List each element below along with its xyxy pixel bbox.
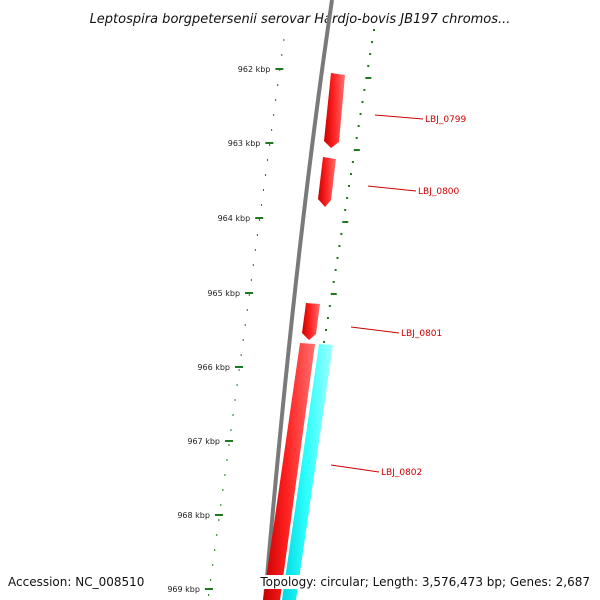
gene-label[interactable]: LBJ_0799: [425, 115, 467, 125]
rrna-block[interactable]: [282, 344, 333, 600]
gene-label[interactable]: LBJ_0802: [381, 468, 422, 478]
gene-leader-line: [374, 114, 424, 120]
left-tick-ring: [204, 39, 285, 596]
gene-arrow-lbj-0801[interactable]: [302, 303, 320, 340]
tick-label-layer: 962 kbp 963 kbp 964 kbp 965 kbp 966 kbp 967 k…: [167, 65, 270, 594]
feature-track: [263, 73, 345, 600]
map-title: Leptospira borgpetersenii serovar Hardjo…: [90, 12, 511, 27]
tick-label: 963 kbp: [228, 139, 261, 148]
tick-label: 964 kbp: [218, 214, 251, 223]
tick-label: 968 kbp: [177, 511, 210, 520]
tick-label: 962 kbp: [238, 65, 271, 74]
accession-text: Accession: NC_008510: [8, 575, 145, 589]
gene-leader-line: [330, 464, 380, 473]
gene-arrow-lbj-0800[interactable]: [318, 157, 336, 207]
gene-label-layer: LBJ_0799 LBJ_0800 LBJ_0801 LBJ_0802: [330, 114, 467, 478]
tick-label: 967 kbp: [187, 437, 220, 446]
gene-label[interactable]: LBJ_0800: [418, 187, 460, 197]
gene-label[interactable]: LBJ_0801: [401, 329, 442, 339]
tick-label: 969 kbp: [167, 585, 200, 594]
topology-summary-text: Topology: circular; Length: 3,576,473 bp…: [260, 575, 590, 589]
tick-label: 965 kbp: [207, 289, 240, 298]
tick-label: 966 kbp: [197, 363, 230, 372]
gene-block-lbj-0802[interactable]: [263, 343, 315, 600]
gene-arrow-lbj-0799[interactable]: [324, 73, 345, 148]
backbone-strand: [263, 0, 334, 600]
gene-leader-line: [367, 185, 417, 192]
gene-leader-line: [350, 326, 400, 334]
